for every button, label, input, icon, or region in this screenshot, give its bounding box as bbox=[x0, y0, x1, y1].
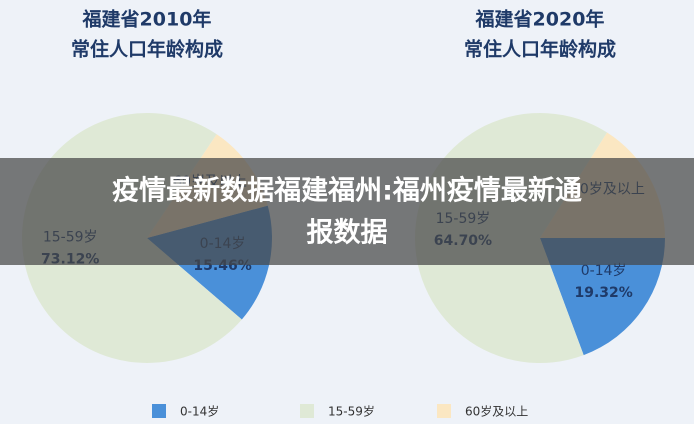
banner-text: 报数据 bbox=[307, 218, 388, 249]
legend-label: 60岁及以上 bbox=[465, 404, 528, 419]
chart-subtitle: 常住人口年龄构成 bbox=[71, 38, 223, 61]
legend-label: 0-14岁 bbox=[180, 404, 219, 419]
legend-label: 15-59岁 bbox=[328, 404, 375, 419]
chart-title: 福建省2010年 bbox=[82, 8, 212, 31]
banner-bg bbox=[0, 158, 694, 265]
pie-slice bbox=[540, 238, 665, 356]
legend-swatch bbox=[437, 404, 451, 418]
chart-title: 福建省2020年 bbox=[475, 8, 605, 31]
chart-subtitle: 常住人口年龄构成 bbox=[464, 38, 616, 61]
legend-swatch bbox=[152, 404, 166, 418]
legend-swatch bbox=[300, 404, 314, 418]
slice-label: 0-14岁 bbox=[581, 263, 627, 279]
value-label: 19.32% bbox=[575, 285, 633, 301]
banner-text: 疫情最新数据福建福州:福州疫情最新通 bbox=[112, 175, 582, 207]
